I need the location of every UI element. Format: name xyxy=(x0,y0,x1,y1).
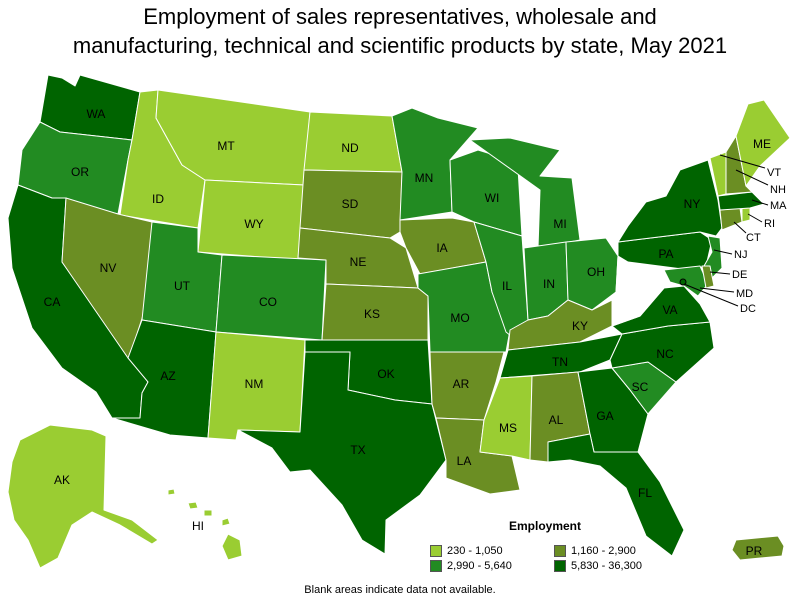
legend-item-4: 5,830 - 36,300 xyxy=(554,560,678,572)
label-al: AL xyxy=(549,413,564,427)
map-title-line-2: manufacturing, technical and scientific … xyxy=(72,33,728,58)
label-tx: TX xyxy=(350,443,365,457)
label-ut: UT xyxy=(174,279,191,293)
label-fl: FL xyxy=(638,486,652,500)
label-ks: KS xyxy=(364,307,380,321)
label-ok: OK xyxy=(377,367,394,381)
label-ne: NE xyxy=(350,255,367,269)
label-tn: TN xyxy=(552,355,568,369)
label-ct: CT xyxy=(746,232,761,244)
label-mo: MO xyxy=(450,311,469,325)
label-nj: NJ xyxy=(734,249,747,261)
label-wa: WA xyxy=(87,107,106,121)
label-mt: MT xyxy=(217,139,235,153)
label-wi: WI xyxy=(485,191,500,205)
label-ny: NY xyxy=(684,197,701,211)
label-mi: MI xyxy=(553,217,566,231)
callout-lines xyxy=(683,154,769,307)
state-ny[interactable] xyxy=(617,159,723,243)
label-nh: NH xyxy=(770,184,786,196)
state-pr[interactable] xyxy=(731,535,785,561)
label-ga: GA xyxy=(596,409,613,423)
label-ia: IA xyxy=(436,241,447,255)
state-tx[interactable] xyxy=(237,351,447,555)
label-il: IL xyxy=(502,279,512,293)
label-ak: AK xyxy=(54,473,70,487)
state-me[interactable] xyxy=(735,99,791,187)
legend-swatch-4 xyxy=(554,560,566,572)
legend-label-2: 1,160 - 2,900 xyxy=(571,545,636,557)
label-hi: HI xyxy=(192,519,204,533)
label-pr: PR xyxy=(746,544,763,558)
state-de[interactable] xyxy=(701,265,715,289)
legend-title: Employment xyxy=(508,519,581,533)
label-ar: AR xyxy=(453,377,470,391)
legend-item-2: 1,160 - 2,900 xyxy=(554,545,678,557)
map-title-line-1: Employment of sales representatives, who… xyxy=(143,4,657,29)
legend-swatch-2 xyxy=(554,545,566,557)
state-hi[interactable] xyxy=(167,488,243,561)
label-ky: KY xyxy=(572,319,588,333)
label-nm: NM xyxy=(245,377,264,391)
label-nc: NC xyxy=(656,347,674,361)
label-ma: MA xyxy=(770,200,787,212)
label-sc: SC xyxy=(632,380,649,394)
label-la: LA xyxy=(457,454,472,468)
label-nv: NV xyxy=(100,261,117,275)
footnote: Blank areas indicate data not available. xyxy=(304,584,496,596)
state-dc[interactable] xyxy=(679,278,687,286)
label-me: ME xyxy=(753,137,771,151)
label-pa: PA xyxy=(658,247,673,261)
label-id: ID xyxy=(152,192,164,206)
legend-swatch-1 xyxy=(430,545,442,557)
label-in: IN xyxy=(543,277,555,291)
label-vt: VT xyxy=(767,167,781,179)
state-labels: WA OR CA ID NV MT WY UT AZ CO NM ND SD N… xyxy=(44,107,787,558)
state-fl[interactable] xyxy=(547,433,685,557)
state-mi[interactable] xyxy=(469,137,581,249)
legend-label-4: 5,830 - 36,300 xyxy=(571,560,642,572)
label-co: CO xyxy=(259,295,277,309)
legend-label-3: 2,990 - 5,640 xyxy=(447,560,512,572)
state-wi[interactable] xyxy=(449,149,523,237)
legend: Employment 230 - 1,050 1,160 - 2,900 2,9… xyxy=(430,519,690,572)
label-or: OR xyxy=(71,165,89,179)
label-sd: SD xyxy=(342,197,359,211)
label-wy: WY xyxy=(244,217,263,231)
legend-swatch-3 xyxy=(430,560,442,572)
legend-label-1: 230 - 1,050 xyxy=(447,545,503,557)
map-title: Employment of sales representatives, who… xyxy=(0,2,800,60)
state-nh[interactable] xyxy=(725,135,753,195)
label-de: DE xyxy=(732,269,747,281)
legend-item-3: 2,990 - 5,640 xyxy=(430,560,554,572)
label-az: AZ xyxy=(160,369,175,383)
state-ks[interactable] xyxy=(321,283,429,341)
state-sd[interactable] xyxy=(299,169,403,239)
legend-item-1: 230 - 1,050 xyxy=(430,545,554,557)
label-oh: OH xyxy=(587,265,605,279)
label-ms: MS xyxy=(499,421,517,435)
label-dc: DC xyxy=(740,303,756,315)
label-ca: CA xyxy=(44,295,61,309)
label-mn: MN xyxy=(415,171,434,185)
label-md: MD xyxy=(736,288,753,300)
state-ak[interactable] xyxy=(7,424,159,569)
label-nd: ND xyxy=(341,141,359,155)
label-va: VA xyxy=(662,303,677,317)
label-ri: RI xyxy=(764,218,775,230)
state-wv[interactable] xyxy=(611,255,665,327)
